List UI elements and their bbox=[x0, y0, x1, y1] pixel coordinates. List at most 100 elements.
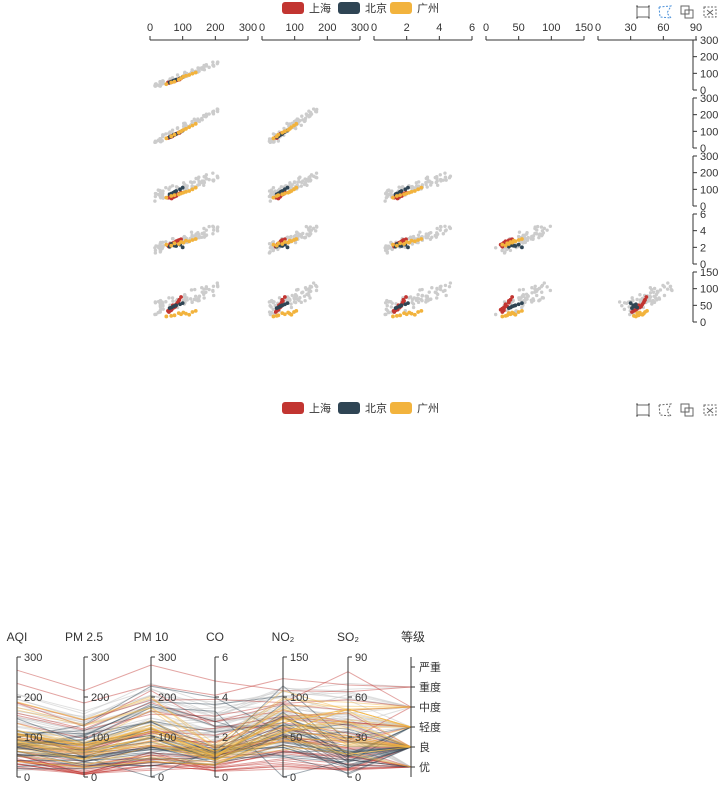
scatter-point-inactive bbox=[399, 185, 404, 190]
scatter-point-inactive bbox=[156, 245, 161, 250]
scatter-point-inactive bbox=[160, 82, 164, 86]
scatter-point-inactive bbox=[188, 297, 193, 301]
scatter-point bbox=[516, 310, 521, 314]
scatter-point-inactive bbox=[384, 307, 389, 312]
scatter-point-inactive bbox=[311, 281, 316, 285]
legend-swatch bbox=[338, 2, 360, 14]
scatter-point-inactive bbox=[438, 173, 442, 177]
scatter-point-inactive bbox=[648, 291, 653, 295]
scatter-point bbox=[516, 238, 521, 242]
scatter-point-inactive bbox=[164, 132, 168, 136]
scatter-point-inactive bbox=[288, 181, 292, 185]
legend-mid-item-3[interactable]: 广州 bbox=[390, 402, 439, 415]
scatter-point-inactive bbox=[289, 305, 294, 310]
parallel-axis[interactable]: PM 10 300 200 100 0 bbox=[134, 630, 177, 784]
scatter-point-inactive bbox=[154, 244, 158, 248]
tick-label: 严重 bbox=[419, 660, 441, 674]
parallel-axis[interactable]: NO₂ 150 100 50 0 bbox=[272, 630, 309, 784]
legend-top-item-3[interactable]: 广州 bbox=[390, 2, 439, 15]
scatter-point-inactive bbox=[656, 290, 660, 294]
scatter-point-inactive bbox=[410, 297, 415, 302]
scatter-point-inactive bbox=[314, 229, 318, 233]
parallel-axis[interactable]: SO₂ 90 60 30 0 bbox=[337, 630, 367, 784]
scatter-point-inactive bbox=[530, 286, 534, 290]
scatter-point-inactive bbox=[268, 312, 273, 317]
rect-select-icon[interactable] bbox=[636, 5, 650, 19]
legend-top-item-2[interactable]: 北京 bbox=[338, 1, 387, 15]
legend-swatch bbox=[390, 2, 412, 14]
scatter-point-inactive bbox=[292, 180, 297, 185]
scatter-cell bbox=[267, 224, 319, 255]
legend-mid-item-1[interactable]: 上海 bbox=[282, 401, 331, 415]
toolbox-top[interactable] bbox=[636, 5, 717, 19]
tick-label: 100 bbox=[173, 22, 191, 34]
scatter-point-inactive bbox=[197, 119, 202, 124]
scatter-point bbox=[274, 313, 279, 318]
scatter-point bbox=[180, 301, 185, 306]
parallel-axis[interactable]: CO 6 4 2 0 bbox=[206, 630, 228, 784]
keep-selection-icon[interactable] bbox=[680, 5, 694, 19]
scatter-point-inactive bbox=[493, 312, 498, 317]
scatter-point-inactive bbox=[272, 300, 276, 304]
parallel-axis-name: NO₂ bbox=[272, 630, 295, 644]
toolbox-mid[interactable] bbox=[636, 403, 717, 417]
scatter-point-inactive bbox=[628, 312, 632, 317]
tick-label: 0 bbox=[259, 22, 265, 34]
scatter-point-inactive bbox=[161, 307, 165, 311]
scatter-point-inactive bbox=[211, 284, 216, 288]
legend-mid-item-2[interactable]: 北京 bbox=[338, 401, 387, 415]
polygon-select-icon[interactable] bbox=[658, 5, 673, 19]
scatter-point-inactive bbox=[304, 287, 309, 292]
tick-label: 90 bbox=[355, 652, 367, 664]
legend-label: 上海 bbox=[309, 401, 331, 415]
scatter-point-inactive bbox=[202, 226, 206, 231]
scatter-point bbox=[412, 189, 417, 193]
parallel-axis-name: AQI bbox=[7, 630, 28, 644]
scatter-point-inactive bbox=[202, 287, 206, 291]
scatter-point-inactive bbox=[309, 228, 314, 232]
scatter-point bbox=[271, 314, 276, 319]
scatter-point-inactive bbox=[285, 121, 289, 126]
scatter-point-inactive bbox=[649, 287, 654, 292]
polygon-select-icon[interactable] bbox=[658, 403, 673, 417]
scatter-point bbox=[286, 310, 291, 315]
scatter-point-inactive bbox=[190, 184, 194, 188]
tick-label: 2 bbox=[700, 242, 706, 254]
clear-selection-icon[interactable] bbox=[703, 404, 717, 416]
scatter-point-inactive bbox=[193, 287, 197, 292]
tick-label: 0 bbox=[158, 772, 164, 784]
scatter-point-inactive bbox=[647, 294, 652, 298]
clear-selection-icon[interactable] bbox=[703, 6, 717, 18]
scatter-point-inactive bbox=[424, 182, 428, 187]
scatter-point-inactive bbox=[183, 293, 187, 298]
rect-select-icon[interactable] bbox=[636, 403, 650, 417]
legend-top[interactable]: 上海 北京 广州 bbox=[282, 1, 439, 15]
tick-label: 60 bbox=[355, 692, 367, 704]
scatter-point-inactive bbox=[190, 68, 194, 72]
scatter-right-axis: 300 200 100 0 bbox=[692, 93, 718, 155]
scatter-point-inactive bbox=[158, 79, 162, 84]
scatter-point-inactive bbox=[307, 286, 312, 291]
scatter-point-inactive bbox=[420, 183, 425, 187]
keep-selection-icon[interactable] bbox=[680, 403, 694, 417]
parallel-axis[interactable]: AQI 300 200 100 0 bbox=[7, 630, 43, 784]
legend-top-item-1[interactable]: 上海 bbox=[282, 1, 331, 15]
scatter-point-inactive bbox=[207, 224, 211, 229]
scatter-point bbox=[406, 301, 410, 306]
scatter-point-inactive bbox=[434, 180, 438, 185]
scatter-point bbox=[282, 295, 287, 299]
scatter-point-inactive bbox=[175, 73, 180, 77]
scatter-point-inactive bbox=[410, 300, 414, 305]
scatter-point-inactive bbox=[216, 107, 220, 112]
tick-label: 0 bbox=[371, 22, 377, 34]
parallel-axis[interactable]: PM 2.5 300 200 100 0 bbox=[65, 630, 109, 784]
scatter-point-inactive bbox=[520, 294, 525, 298]
scatter-point-inactive bbox=[651, 290, 656, 294]
scatter-point bbox=[407, 240, 412, 245]
tick-label: 300 bbox=[351, 22, 369, 34]
scatter-point-inactive bbox=[530, 291, 534, 295]
legend-mid[interactable]: 上海 北京 广州 bbox=[282, 401, 439, 415]
scatter-point bbox=[285, 301, 290, 306]
